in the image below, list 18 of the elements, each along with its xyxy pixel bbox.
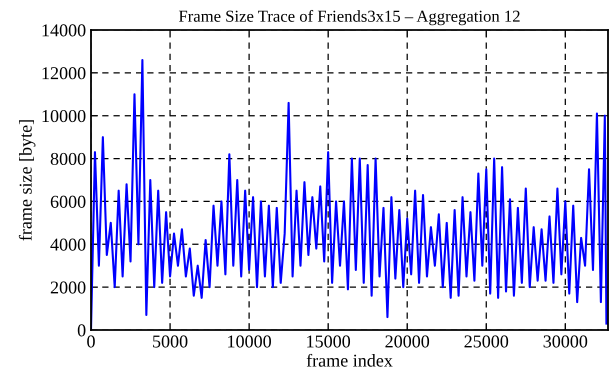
- x-axis-title: frame index: [306, 354, 393, 367]
- x-tick-label: 5000: [153, 335, 188, 348]
- y-tick-label: 2000: [50, 281, 86, 294]
- y-tick-label: 10000: [42, 110, 86, 122]
- x-tick-label: 25000: [464, 335, 508, 348]
- y-axis-title: frame size [byte]: [18, 120, 36, 241]
- y-tick-label: 0: [78, 324, 86, 336]
- y-tick-label: 4000: [50, 238, 86, 251]
- y-tick-label: 12000: [42, 67, 86, 80]
- chart-title: Frame Size Trace of Friends3x15 – Aggregation 12: [178, 10, 520, 26]
- x-tick-label: 10000: [228, 335, 271, 348]
- x-tick-label: 30000: [544, 335, 588, 348]
- x-tick-label: 15000: [307, 335, 350, 348]
- y-tick-label: 14000: [42, 24, 86, 36]
- x-tick-label: 0: [87, 335, 95, 348]
- y-tick-label: 8000: [50, 152, 86, 166]
- y-tick-label: 6000: [50, 196, 86, 208]
- x-tick-label: 20000: [385, 335, 430, 348]
